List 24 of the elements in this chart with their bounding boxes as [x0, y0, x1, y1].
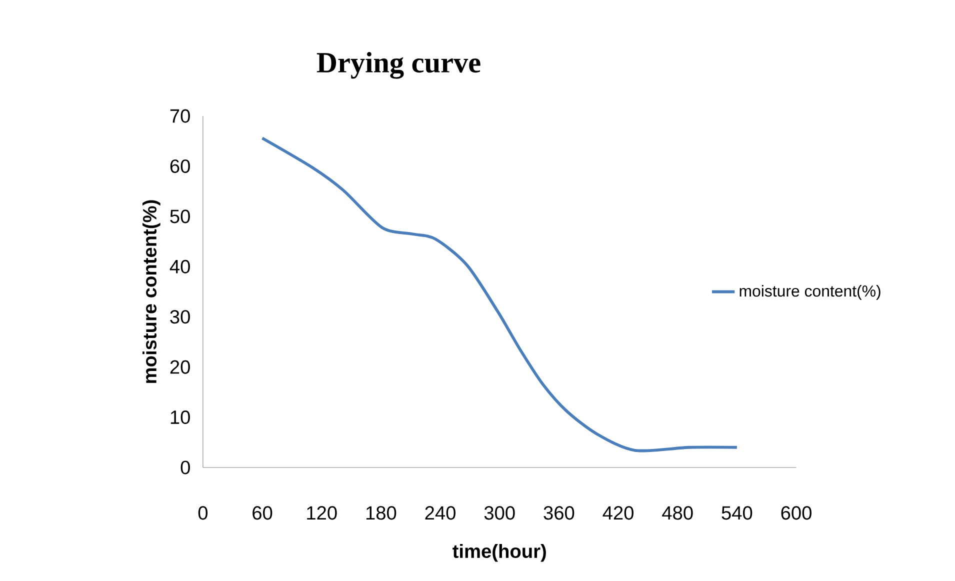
- y-tick-label: 40: [170, 260, 190, 274]
- y-tick-label: 30: [170, 310, 190, 324]
- legend-label: moisture content(%): [740, 285, 880, 300]
- x-tick-label: 60: [252, 506, 272, 520]
- x-tick-label: 420: [602, 506, 634, 520]
- y-axis-title: moisture content(%): [142, 200, 160, 383]
- chart-title: Drying curve: [316, 52, 480, 79]
- y-tick-label: 20: [170, 360, 190, 374]
- x-tick-label: 480: [662, 506, 693, 520]
- y-tick-label: 50: [170, 210, 190, 224]
- x-tick-label: 540: [722, 506, 752, 520]
- x-axis-title: time(hour): [452, 544, 546, 562]
- x-tick-label: 120: [307, 506, 337, 520]
- x-tick-label: 240: [425, 506, 456, 520]
- y-tick-label: 0: [180, 460, 190, 474]
- y-tick-label: 10: [170, 410, 190, 424]
- x-tick-label: 300: [484, 506, 515, 520]
- x-tick-label: 0: [198, 506, 208, 520]
- y-tick-label: 70: [170, 109, 190, 123]
- x-tick-label: 180: [366, 506, 396, 520]
- x-tick-label: 600: [781, 506, 812, 520]
- y-tick-label: 60: [170, 160, 190, 174]
- x-tick-label: 360: [544, 506, 574, 520]
- line-series: [260, 136, 738, 452]
